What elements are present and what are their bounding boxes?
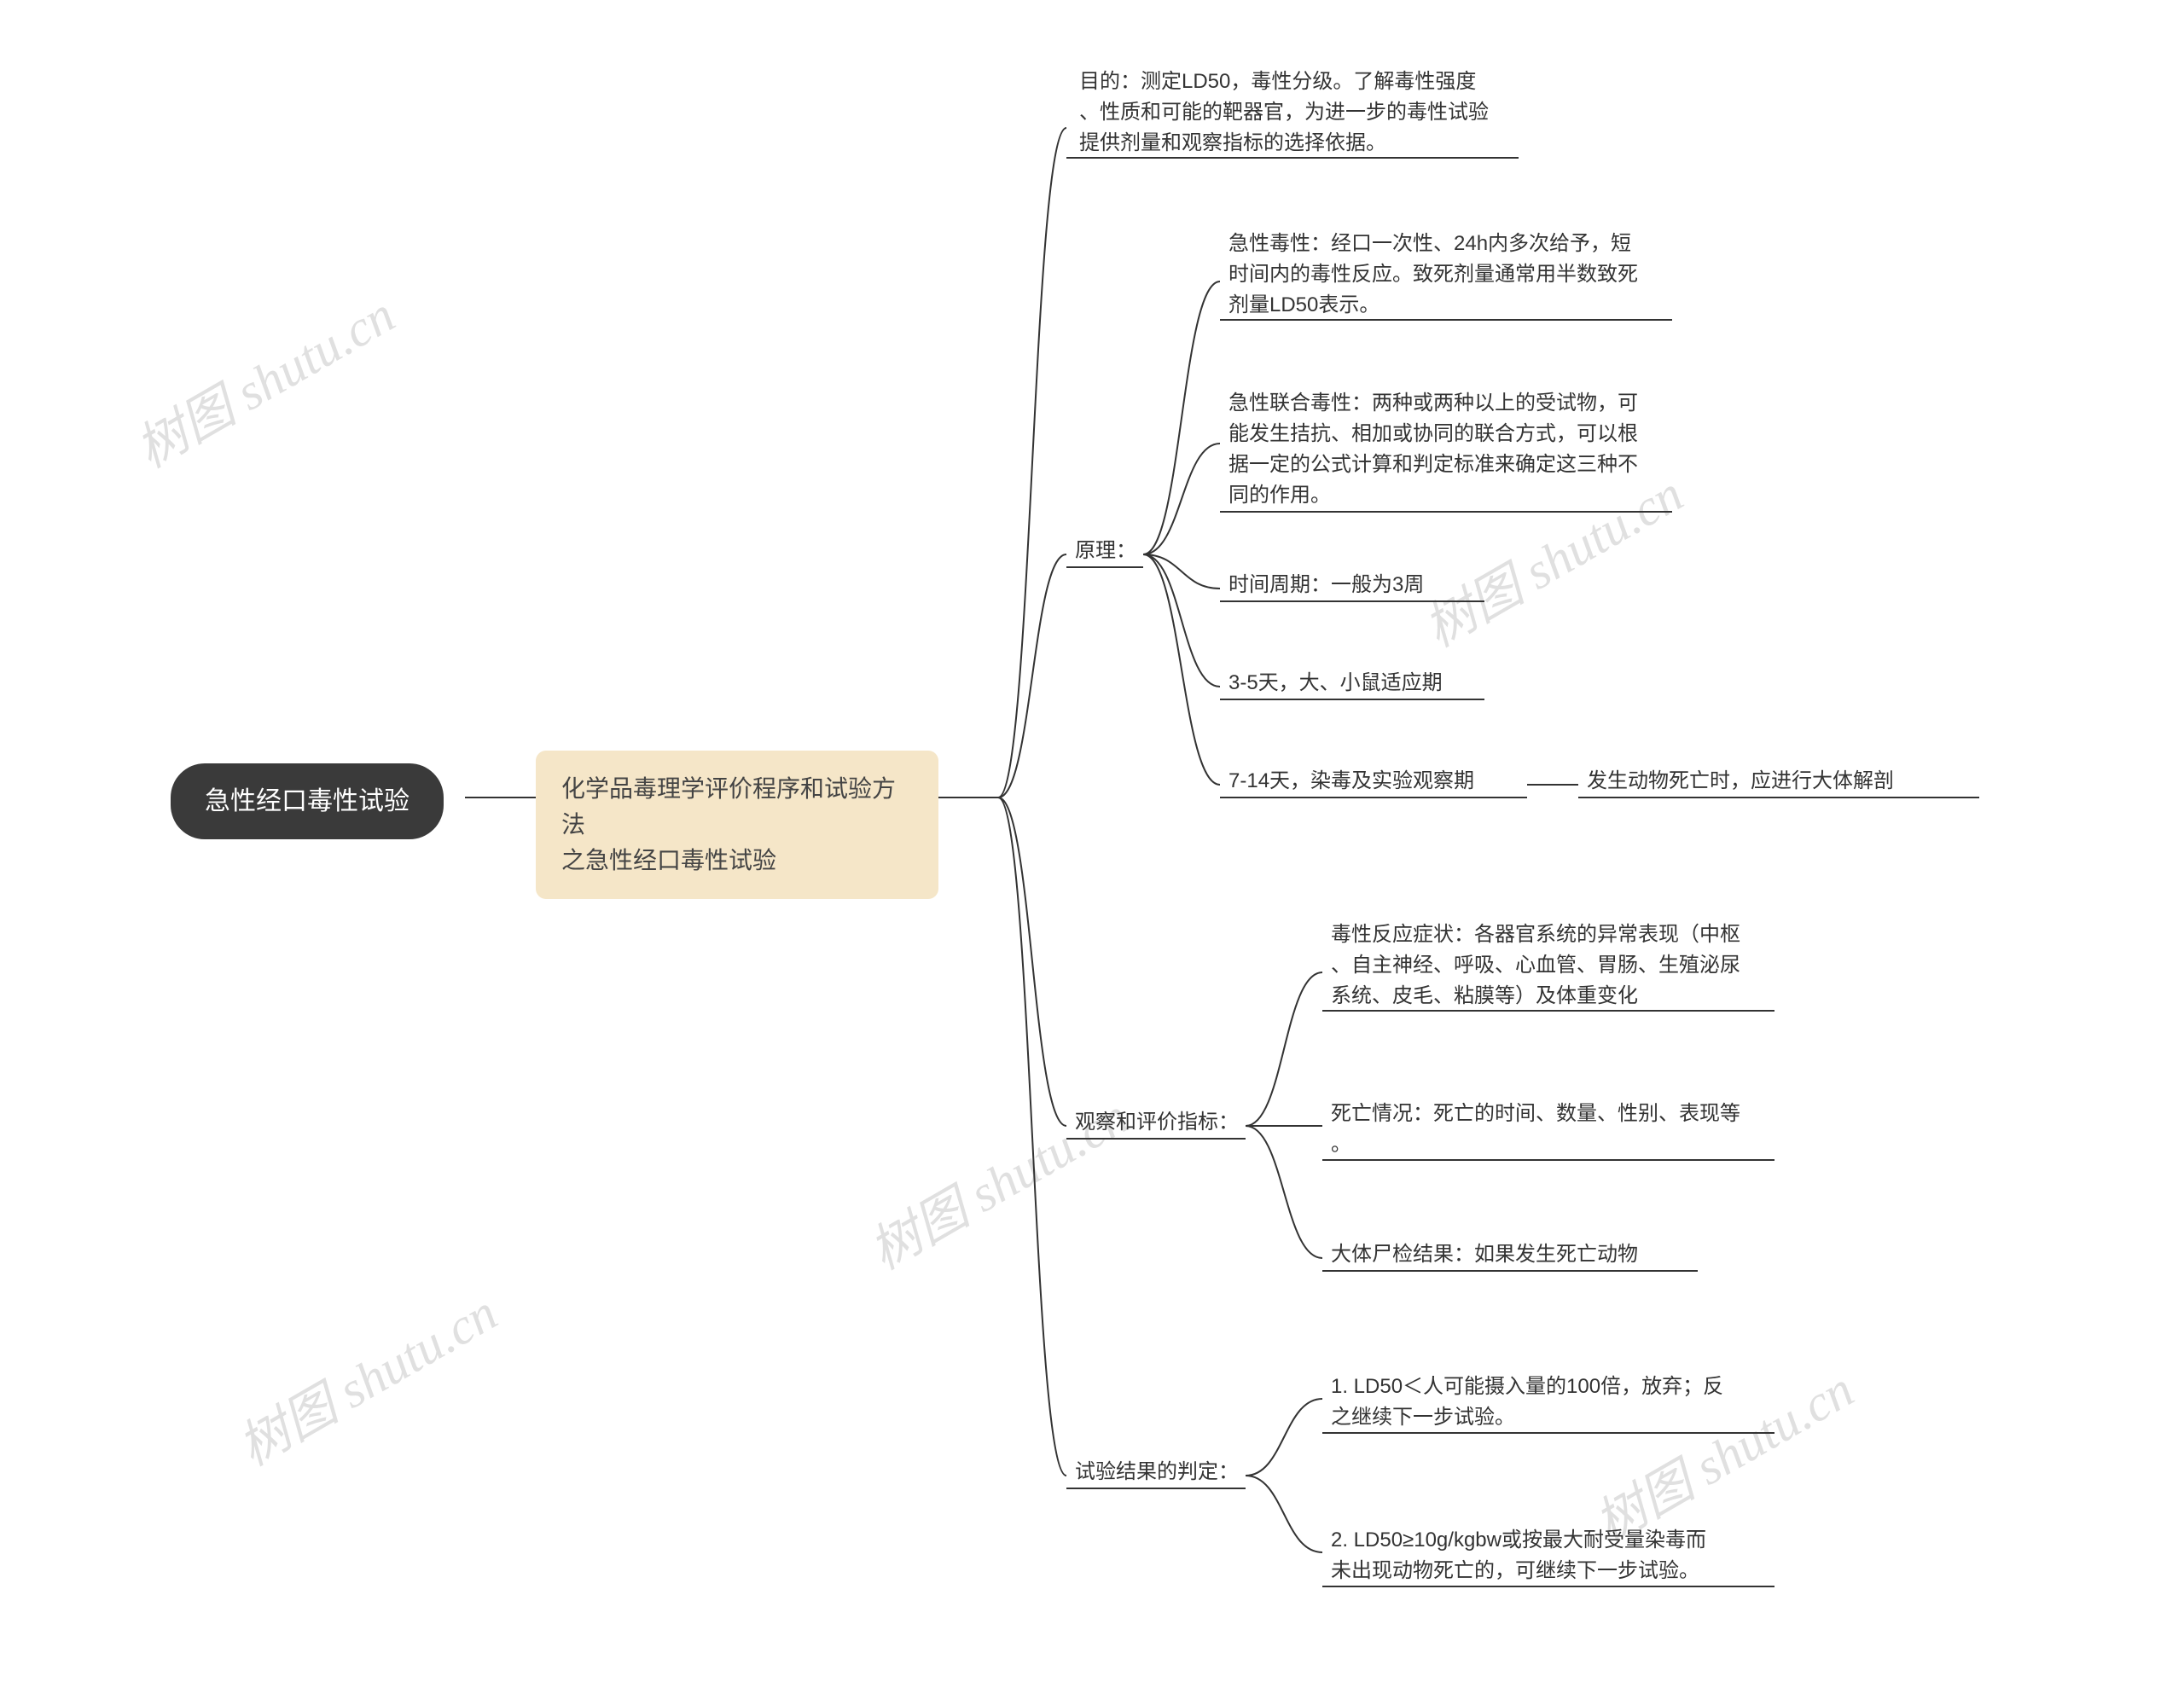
judgment-rule1-line1: 1. LD50＜人可能摄入量的100倍，放弃；反 xyxy=(1331,1375,1723,1398)
mindmap-root-node[interactable]: 急性经口毒性试验 xyxy=(171,763,444,839)
judgment-rule1-node[interactable]: 1. LD50＜人可能摄入量的100倍，放弃；反 之继续下一步试验。 xyxy=(1331,1372,1783,1433)
judgment-rule1-line2: 之继续下一步试验。 xyxy=(1331,1406,1515,1429)
watermark: 树图 shutu.cn xyxy=(223,1273,508,1481)
time-period-node[interactable]: 时间周期：一般为3周 xyxy=(1228,570,1424,600)
watermark: 树图 shutu.cn xyxy=(120,275,406,483)
principle-label: 原理： xyxy=(1075,539,1136,562)
judgment-rule2-node[interactable]: 2. LD50≥10g/kgbw或按最大耐受量染毒而 未出现动物死亡的，可继续下… xyxy=(1331,1525,1783,1586)
symptoms-node[interactable]: 毒性反应症状：各器官系统的异常表现（中枢 、自主神经、呼吸、心血管、胃肠、生殖泌… xyxy=(1331,919,1783,1012)
autopsy-result-node[interactable]: 大体尸检结果：如果发生死亡动物 xyxy=(1331,1239,1638,1270)
death-node[interactable]: 死亡情况：死亡的时间、数量、性别、表现等 。 xyxy=(1331,1099,1783,1160)
symptoms-line2: 、自主神经、呼吸、心血管、胃肠、生殖泌尿 xyxy=(1331,954,1740,977)
symptoms-line1: 毒性反应症状：各器官系统的异常表现（中枢 xyxy=(1331,923,1740,946)
evaluation-label-node[interactable]: 观察和评价指标： xyxy=(1075,1107,1239,1138)
purpose-line2: 、性质和可能的靶器官，为进一步的毒性试验 xyxy=(1079,101,1489,124)
symptoms-line3: 系统、皮毛、粘膜等）及体重变化 xyxy=(1331,984,1638,1007)
time-period-text: 时间周期：一般为3周 xyxy=(1228,573,1424,596)
autopsy-node[interactable]: 发生动物死亡时，应进行大体解剖 xyxy=(1587,766,1894,797)
evaluation-label: 观察和评价指标： xyxy=(1075,1111,1239,1134)
acute-toxicity-line1: 急性毒性：经口一次性、24h内多次给予，短 xyxy=(1228,232,1631,255)
acute-toxicity-line2: 时间内的毒性反应。致死剂量通常用半数致死 xyxy=(1228,263,1638,286)
observation-period-node[interactable]: 7-14天，染毒及实验观察期 xyxy=(1228,766,1474,797)
judgment-label: 试验结果的判定： xyxy=(1075,1460,1239,1483)
purpose-line1: 目的：测定LD50，毒性分级。了解毒性强度 xyxy=(1079,70,1476,93)
observation-period-text: 7-14天，染毒及实验观察期 xyxy=(1228,769,1474,792)
level1-line2: 之急性经口毒性试验 xyxy=(561,847,776,873)
acute-toxicity-node[interactable]: 急性毒性：经口一次性、24h内多次给予，短 时间内的毒性反应。致死剂量通常用半数… xyxy=(1228,229,1681,321)
combined-toxicity-line1: 急性联合毒性：两种或两种以上的受试物，可 xyxy=(1228,392,1638,415)
death-line2: 。 xyxy=(1331,1133,1351,1156)
purpose-node[interactable]: 目的：测定LD50，毒性分级。了解毒性强度 、性质和可能的靶器官，为进一步的毒性… xyxy=(1079,67,1531,159)
combined-toxicity-line4: 同的作用。 xyxy=(1228,484,1331,507)
adaptation-text: 3-5天，大、小鼠适应期 xyxy=(1228,671,1443,694)
level1-line1: 化学品毒理学评价程序和试验方法 xyxy=(561,775,896,838)
judgment-rule2-line1: 2. LD50≥10g/kgbw或按最大耐受量染毒而 xyxy=(1331,1528,1706,1552)
combined-toxicity-line3: 据一定的公式计算和判定标准来确定这三种不 xyxy=(1228,453,1638,476)
autopsy-result-text: 大体尸检结果：如果发生死亡动物 xyxy=(1331,1243,1638,1266)
combined-toxicity-node[interactable]: 急性联合毒性：两种或两种以上的受试物，可 能发生拮抗、相加或协同的联合方式，可以… xyxy=(1228,388,1681,511)
autopsy-text: 发生动物死亡时，应进行大体解剖 xyxy=(1587,769,1894,792)
principle-label-node[interactable]: 原理： xyxy=(1075,536,1136,566)
purpose-line3: 提供剂量和观察指标的选择依据。 xyxy=(1079,131,1386,154)
mindmap-connectors xyxy=(0,0,2184,1682)
adaptation-node[interactable]: 3-5天，大、小鼠适应期 xyxy=(1228,668,1443,699)
acute-toxicity-line3: 剂量LD50表示。 xyxy=(1228,293,1380,316)
judgment-rule2-line2: 未出现动物死亡的，可继续下一步试验。 xyxy=(1331,1559,1699,1582)
root-label: 急性经口毒性试验 xyxy=(205,787,410,815)
death-line1: 死亡情况：死亡的时间、数量、性别、表现等 xyxy=(1331,1102,1740,1125)
mindmap-level1-node[interactable]: 化学品毒理学评价程序和试验方法 之急性经口毒性试验 xyxy=(536,751,938,899)
combined-toxicity-line2: 能发生拮抗、相加或协同的联合方式，可以根 xyxy=(1228,422,1638,445)
judgment-label-node[interactable]: 试验结果的判定： xyxy=(1075,1457,1239,1488)
